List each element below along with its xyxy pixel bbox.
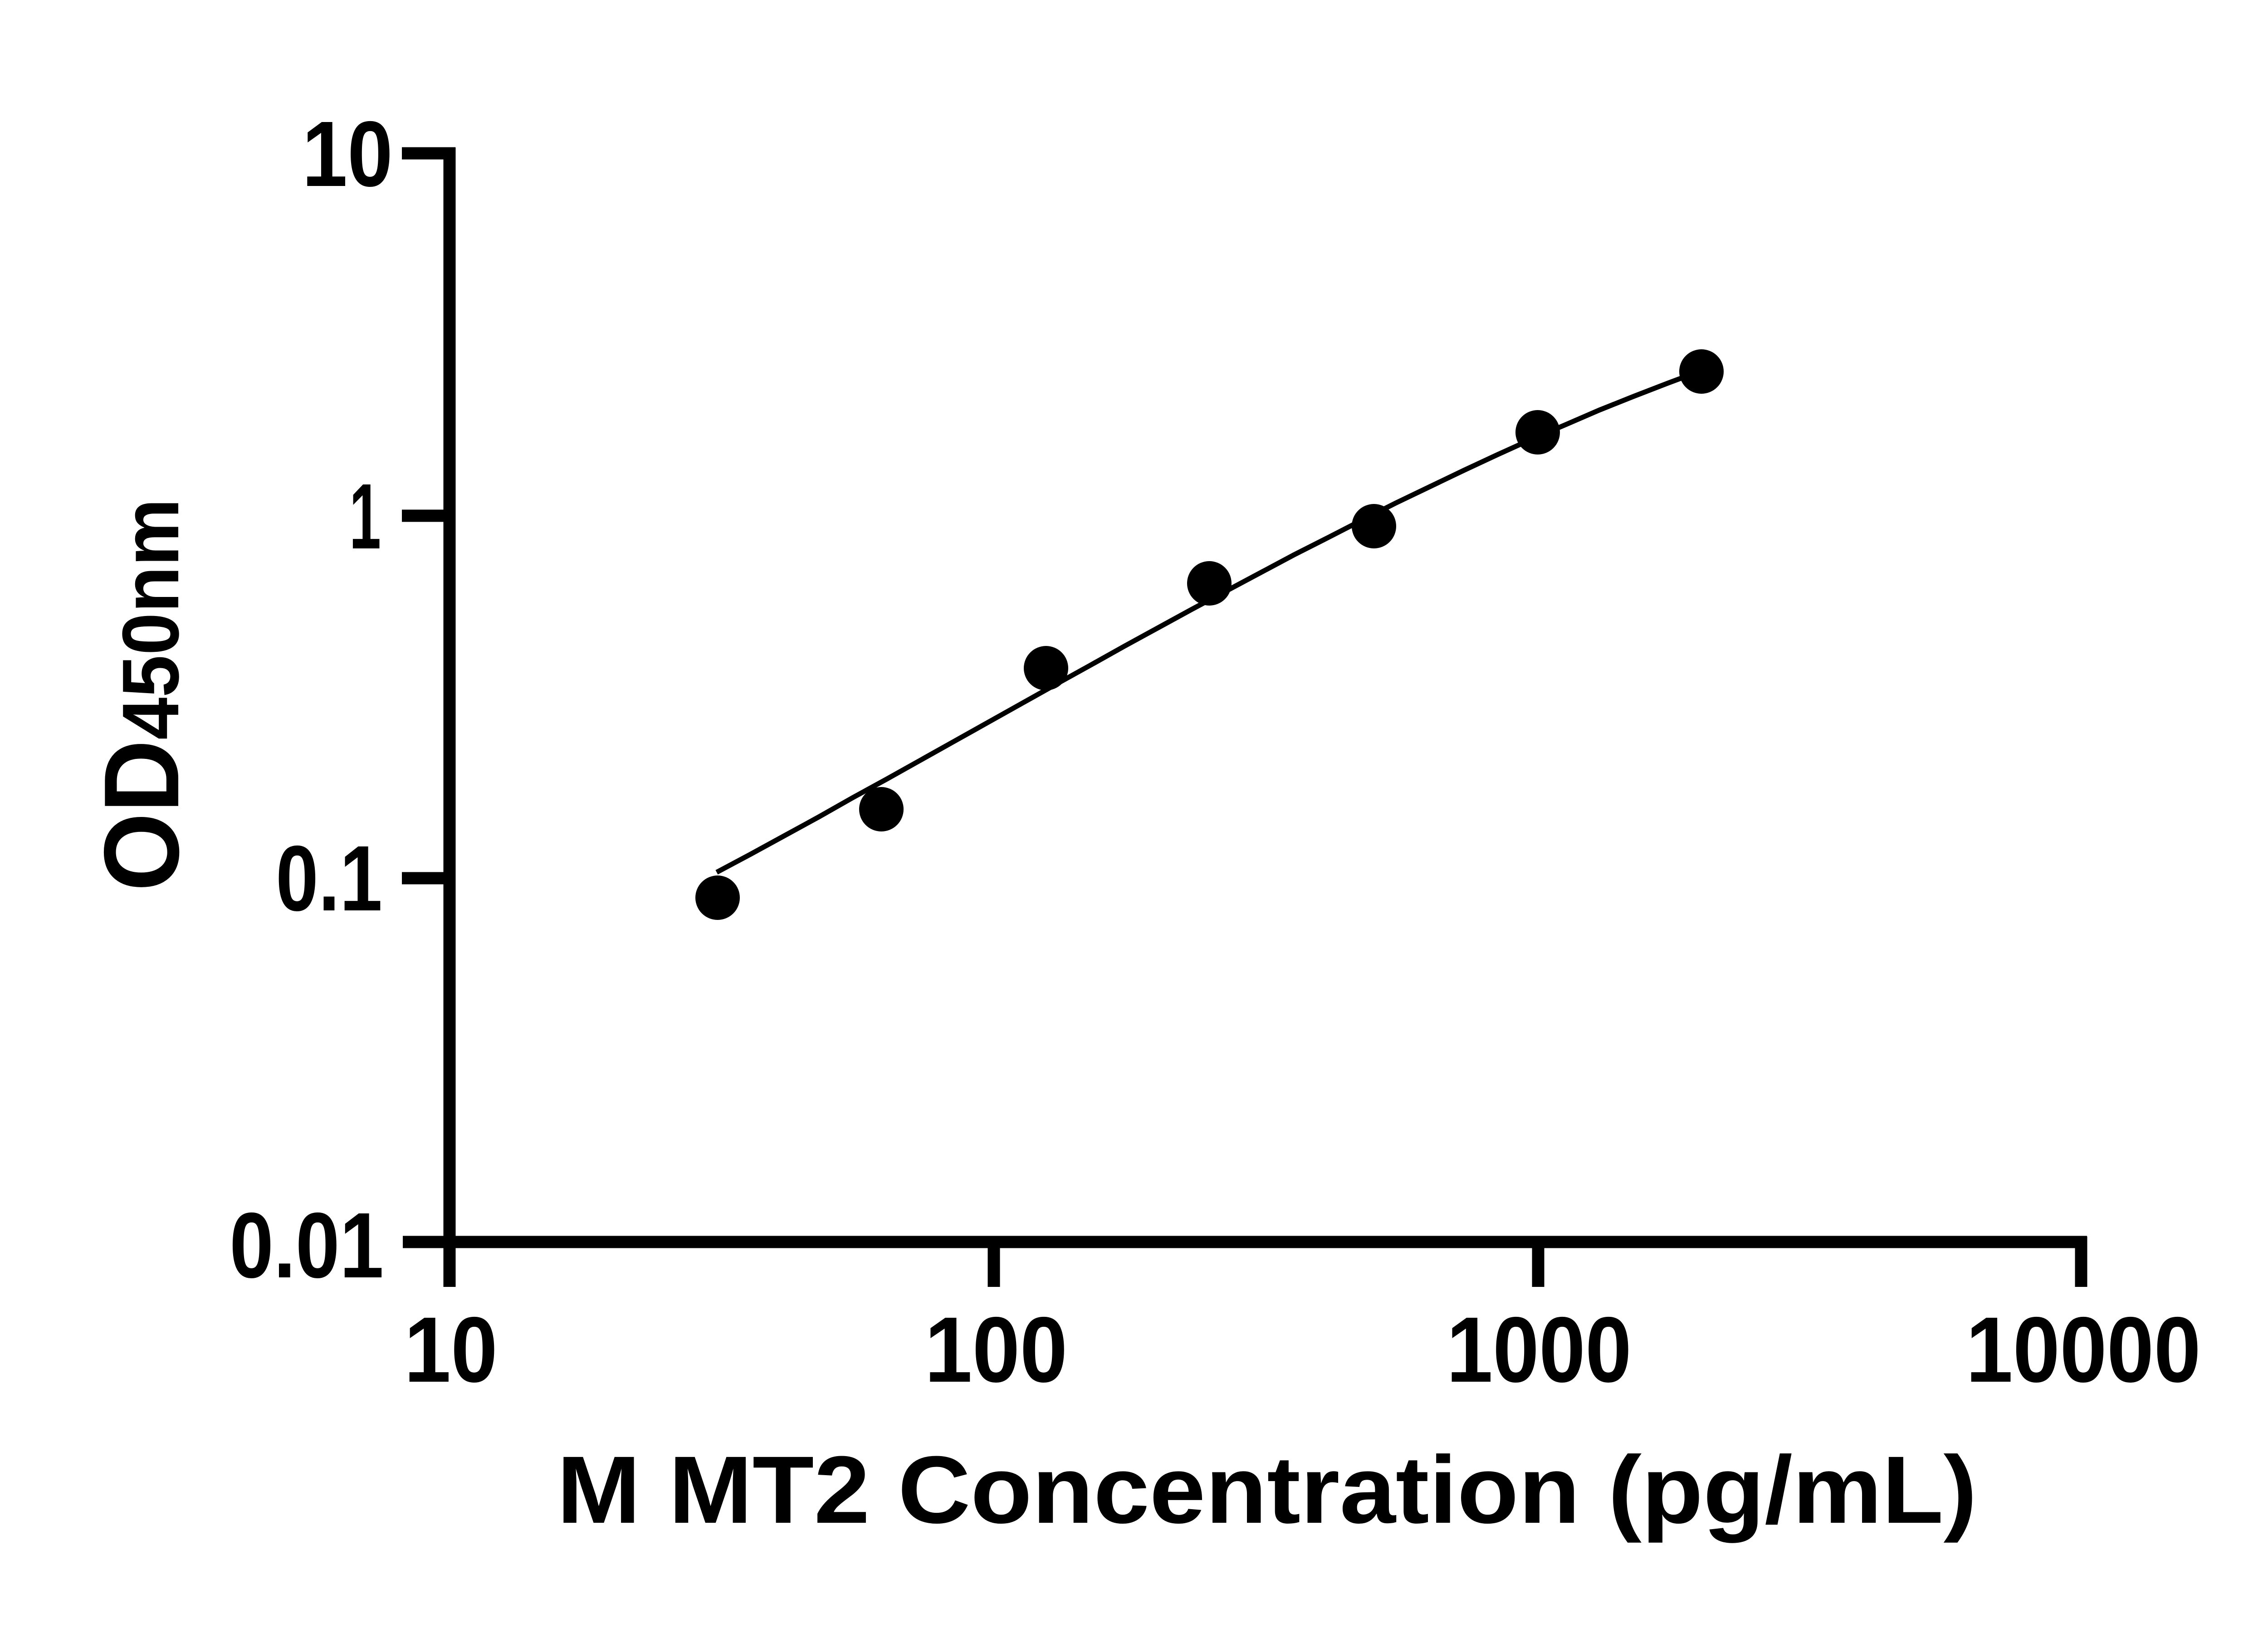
svg-text:10000: 10000 [1966, 1298, 2201, 1402]
svg-text:0.1: 0.1 [276, 826, 382, 930]
svg-text:1: 1 [349, 464, 381, 568]
svg-text:10: 10 [302, 102, 393, 206]
svg-text:10: 10 [404, 1298, 498, 1402]
svg-text:0.01: 0.01 [230, 1193, 384, 1297]
svg-text:M MT2 Concentration (pg/mL): M MT2 Concentration (pg/mL) [557, 1436, 1977, 1543]
svg-text:1000: 1000 [1447, 1298, 1632, 1402]
svg-text:100: 100 [925, 1298, 1068, 1402]
